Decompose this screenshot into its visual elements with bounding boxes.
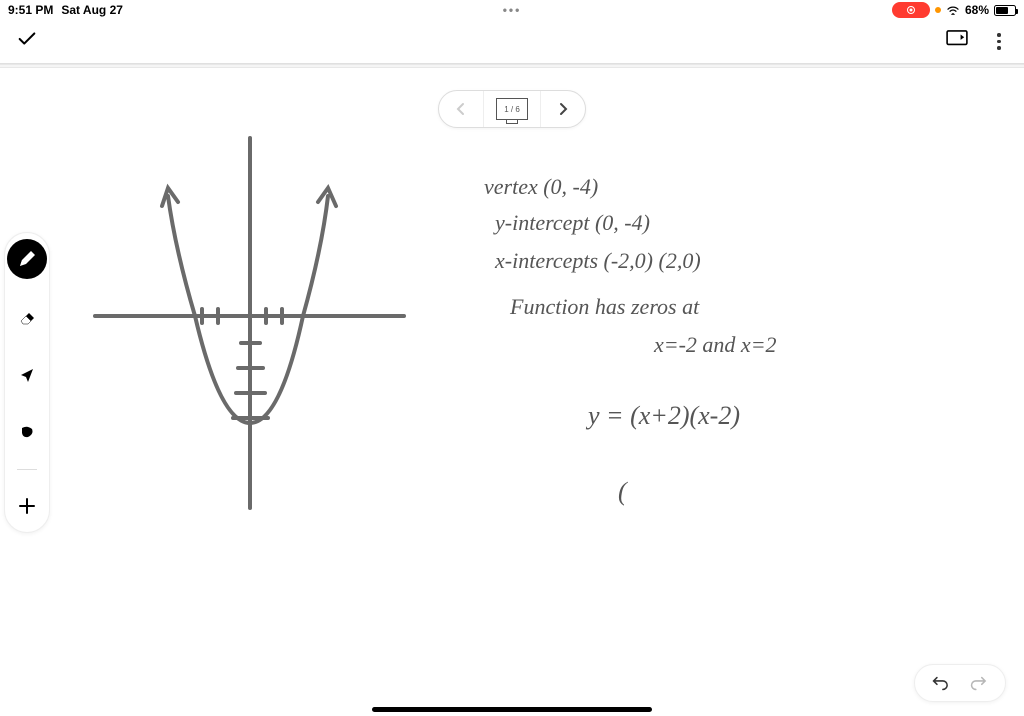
wifi-icon <box>946 5 960 15</box>
battery-percent: 68% <box>965 3 989 17</box>
cast-button[interactable] <box>946 30 968 53</box>
status-left: 9:51 PM Sat Aug 27 <box>8 3 123 17</box>
note-func2: x=-2 and x=2 <box>654 330 777 361</box>
note-partial: ( <box>618 474 627 510</box>
screen-record-indicator[interactable] <box>892 2 930 18</box>
note-vertex: vertex (0, -4) <box>484 172 598 203</box>
battery-icon <box>994 5 1016 16</box>
check-icon <box>16 28 38 50</box>
status-date: Sat Aug 27 <box>61 3 123 17</box>
redo-icon <box>969 675 989 691</box>
redo-button[interactable] <box>969 673 989 693</box>
note-yint: y-intercept (0, -4) <box>495 208 650 239</box>
mic-indicator-icon <box>935 7 941 13</box>
drawing-canvas[interactable] <box>0 68 1024 716</box>
note-equation: y = (x+2)(x-2) <box>588 398 740 434</box>
status-time: 9:51 PM <box>8 3 53 17</box>
note-func1: Function has zeros at <box>510 292 699 323</box>
cast-icon <box>946 30 968 48</box>
status-right: 68% <box>892 2 1016 18</box>
undo-button[interactable] <box>931 673 951 693</box>
status-center-dots: ••• <box>503 3 522 17</box>
undo-icon <box>931 675 951 691</box>
status-bar: 9:51 PM Sat Aug 27 ••• 68% <box>0 0 1024 20</box>
more-button[interactable] <box>990 33 1008 51</box>
undo-redo-bar <box>914 664 1006 702</box>
done-button[interactable] <box>16 28 38 55</box>
app-header <box>0 20 1024 64</box>
note-xint: x-intercepts (-2,0) (2,0) <box>495 246 701 277</box>
home-indicator[interactable] <box>372 707 652 712</box>
